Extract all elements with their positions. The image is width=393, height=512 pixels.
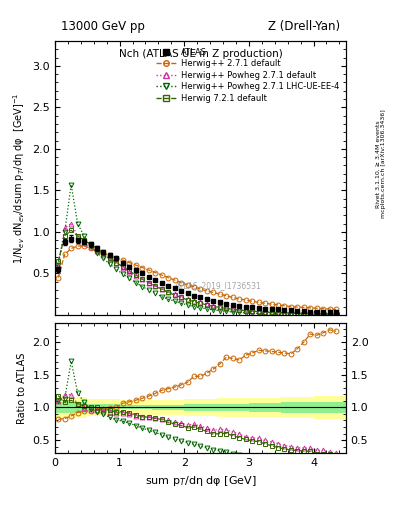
X-axis label: sum p$_T$/dη dφ [GeV]: sum p$_T$/dη dφ [GeV] bbox=[145, 474, 256, 487]
Text: Rivet 3.1.10, ≥ 3.4M events: Rivet 3.1.10, ≥ 3.4M events bbox=[376, 120, 380, 208]
Text: Nch (ATLAS UE in Z production): Nch (ATLAS UE in Z production) bbox=[119, 49, 282, 59]
Y-axis label: Ratio to ATLAS: Ratio to ATLAS bbox=[17, 352, 27, 423]
Text: mcplots.cern.ch [arXiv:1306.3436]: mcplots.cern.ch [arXiv:1306.3436] bbox=[382, 110, 386, 218]
Text: 13000 GeV pp: 13000 GeV pp bbox=[61, 20, 145, 33]
Y-axis label: 1/N$_{ev}$ dN$_{ev}$/dsum p$_T$/dη dφ  [GeV]$^{-1}$: 1/N$_{ev}$ dN$_{ev}$/dsum p$_T$/dη dφ [G… bbox=[11, 92, 27, 264]
Text: Z (Drell-Yan): Z (Drell-Yan) bbox=[268, 20, 340, 33]
Legend: ATLAS, Herwig++ 2.7.1 default, Herwig++ Powheg 2.7.1 default, Herwig++ Powheg 2.: ATLAS, Herwig++ 2.7.1 default, Herwig++ … bbox=[153, 45, 342, 105]
Text: ATLAS_2019_I1736531: ATLAS_2019_I1736531 bbox=[174, 281, 261, 290]
